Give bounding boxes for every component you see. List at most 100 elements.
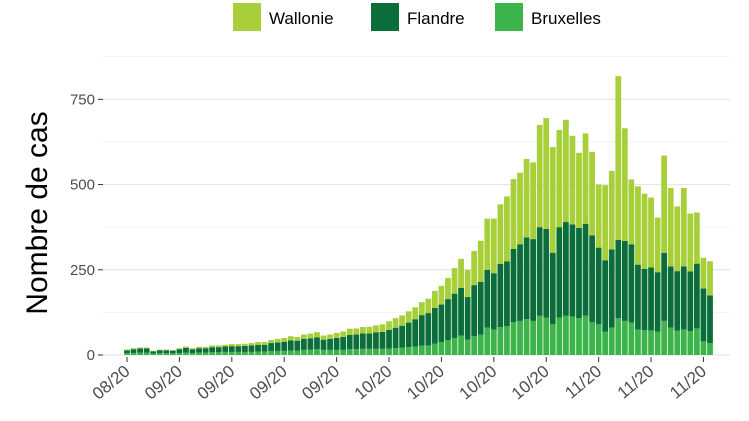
bar-wallonie bbox=[156, 349, 163, 351]
bar-wallonie bbox=[294, 336, 301, 341]
bar-wallonie bbox=[458, 258, 464, 288]
bar-flandre bbox=[464, 297, 471, 340]
bar-flandre bbox=[222, 346, 229, 352]
bar-flandre bbox=[661, 252, 668, 321]
bar-wallonie bbox=[353, 328, 360, 335]
bar-wallonie bbox=[176, 348, 183, 350]
bars bbox=[124, 76, 713, 355]
bar-bruxelles bbox=[667, 327, 674, 355]
bar-bruxelles bbox=[346, 349, 353, 355]
bar-bruxelles bbox=[405, 347, 412, 355]
bar-bruxelles bbox=[543, 317, 550, 355]
bar-wallonie bbox=[484, 218, 491, 270]
bar-flandre bbox=[680, 266, 687, 330]
bar-flandre bbox=[287, 340, 294, 351]
bar-wallonie bbox=[242, 343, 248, 346]
x-tick-label: 11/20 bbox=[666, 362, 710, 403]
bar-bruxelles bbox=[687, 331, 694, 355]
bar-bruxelles bbox=[490, 329, 497, 355]
bar-flandre bbox=[602, 260, 609, 332]
bar-wallonie bbox=[359, 327, 366, 334]
bar-wallonie bbox=[183, 346, 189, 348]
bar-wallonie bbox=[320, 335, 327, 340]
bar-wallonie bbox=[549, 147, 556, 253]
bar-wallonie bbox=[248, 343, 255, 346]
bar-flandre bbox=[615, 239, 622, 319]
bar-flandre bbox=[641, 268, 648, 331]
bar-flandre bbox=[281, 341, 288, 351]
bar-bruxelles bbox=[399, 347, 406, 355]
x-tick-label: 09/20 bbox=[194, 362, 239, 404]
bar-bruxelles bbox=[222, 351, 229, 355]
bar-bruxelles bbox=[654, 331, 661, 355]
bar-bruxelles bbox=[169, 353, 176, 355]
bar-wallonie bbox=[209, 345, 216, 348]
bar-bruxelles bbox=[641, 330, 648, 355]
bar-flandre bbox=[176, 349, 183, 353]
bar-bruxelles bbox=[615, 318, 622, 355]
x-tick-label: 11/20 bbox=[561, 362, 605, 403]
bar-flandre bbox=[150, 351, 157, 354]
bar-flandre bbox=[169, 350, 176, 354]
bar-bruxelles bbox=[261, 351, 268, 355]
bar-bruxelles bbox=[576, 318, 582, 355]
bar-bruxelles bbox=[287, 350, 294, 355]
bar-wallonie bbox=[255, 342, 261, 345]
bar-flandre bbox=[582, 223, 589, 316]
bar-wallonie bbox=[471, 251, 478, 286]
bar-wallonie bbox=[261, 342, 268, 345]
bar-bruxelles bbox=[674, 330, 681, 355]
bar-bruxelles bbox=[425, 345, 432, 355]
bar-wallonie bbox=[615, 76, 622, 240]
bar-bruxelles bbox=[484, 327, 491, 355]
bar-wallonie bbox=[700, 257, 707, 289]
bar-wallonie bbox=[340, 331, 347, 337]
bar-flandre bbox=[130, 349, 137, 353]
bar-flandre bbox=[418, 315, 425, 346]
bar-wallonie bbox=[196, 346, 202, 349]
bar-bruxelles bbox=[294, 350, 301, 355]
bar-wallonie bbox=[576, 152, 582, 228]
bar-flandre bbox=[143, 348, 150, 353]
bar-flandre bbox=[340, 336, 347, 350]
bar-wallonie bbox=[648, 197, 654, 268]
bar-wallonie bbox=[431, 290, 438, 308]
bar-bruxelles bbox=[680, 329, 687, 355]
bar-flandre bbox=[274, 342, 281, 351]
bar-bruxelles bbox=[379, 348, 386, 355]
bar-flandre bbox=[399, 325, 406, 348]
bar-flandre bbox=[497, 263, 504, 328]
bar-bruxelles bbox=[327, 349, 333, 355]
bar-wallonie bbox=[635, 186, 641, 265]
bar-bruxelles bbox=[359, 348, 366, 355]
bar-bruxelles bbox=[648, 330, 654, 355]
bar-bruxelles bbox=[268, 350, 274, 355]
bar-wallonie bbox=[274, 338, 281, 343]
bar-wallonie bbox=[327, 334, 333, 339]
bar-flandre bbox=[183, 347, 189, 353]
bar-bruxelles bbox=[124, 353, 130, 355]
bar-bruxelles bbox=[183, 352, 189, 355]
bar-wallonie bbox=[536, 124, 543, 228]
bar-flandre bbox=[563, 222, 569, 316]
bar-bruxelles bbox=[563, 315, 569, 355]
bar-flandre bbox=[366, 333, 373, 349]
bar-wallonie bbox=[215, 345, 222, 348]
bar-flandre bbox=[621, 240, 628, 321]
bar-wallonie bbox=[694, 212, 700, 264]
bar-flandre bbox=[209, 347, 216, 353]
x-tick-label: 09/20 bbox=[298, 362, 343, 404]
bar-flandre bbox=[648, 267, 654, 331]
bar-bruxelles bbox=[464, 339, 471, 355]
bar-wallonie bbox=[667, 187, 674, 267]
bar-wallonie bbox=[392, 318, 399, 328]
x-tick-label: 09/20 bbox=[141, 362, 186, 404]
bar-bruxelles bbox=[431, 343, 438, 355]
bar-bruxelles bbox=[510, 322, 517, 355]
bar-bruxelles bbox=[366, 348, 373, 355]
bar-wallonie bbox=[366, 326, 373, 334]
bar-flandre bbox=[595, 247, 602, 325]
bar-wallonie bbox=[307, 333, 314, 339]
bar-flandre bbox=[215, 347, 222, 353]
